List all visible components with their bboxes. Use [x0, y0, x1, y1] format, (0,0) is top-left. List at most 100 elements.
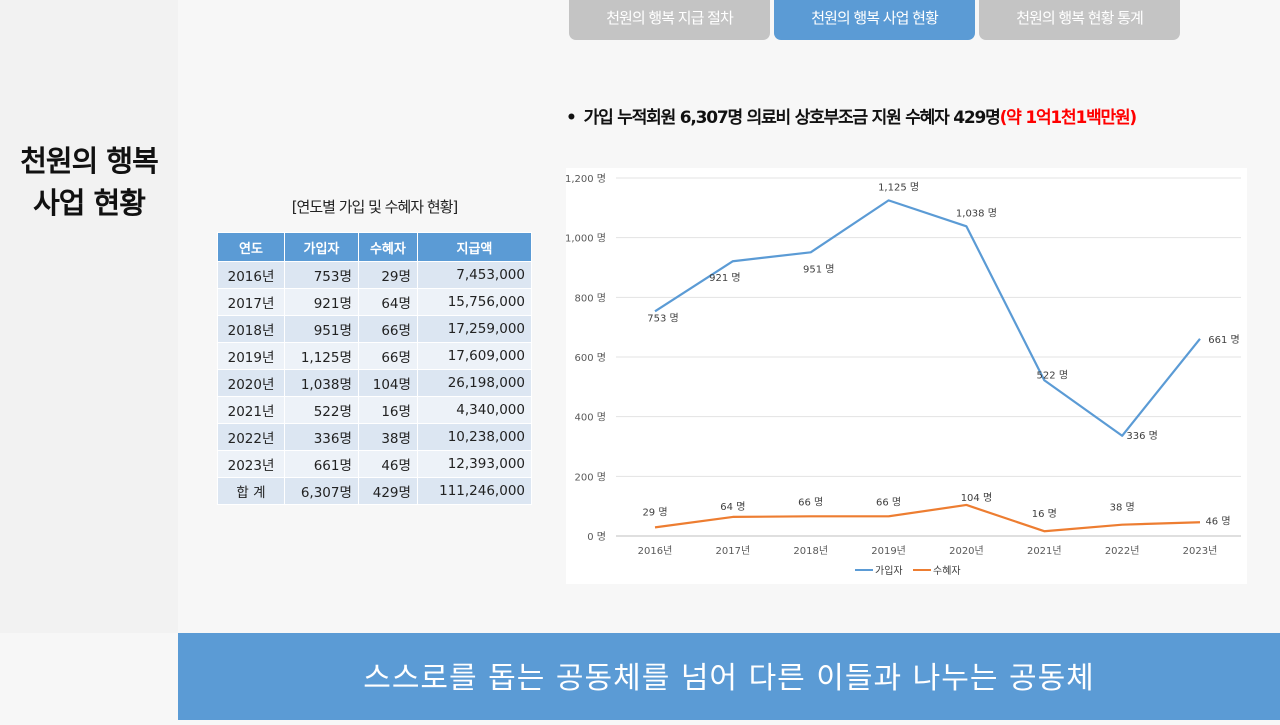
cell-members: 753명 [284, 261, 359, 289]
data-label: 661 명 [1208, 334, 1239, 346]
data-label: 16 명 [1032, 508, 1057, 520]
page-title-line2: 사업 현황 [33, 186, 146, 220]
cell-amount: 26,198,000 [416, 369, 533, 397]
cell-year: 합 계 [217, 477, 285, 505]
table-total-row: 합 계 6,307명 429명 111,246,000 [217, 477, 533, 505]
cell-members: 1,038명 [284, 369, 359, 397]
data-label: 66 명 [876, 496, 901, 508]
sidebar: 천원의 행복 사업 현황 [0, 0, 178, 633]
cell-members: 6,307명 [284, 477, 359, 505]
cell-beneficiaries: 104명 [357, 369, 418, 397]
cell-beneficiaries: 38명 [357, 423, 418, 451]
table-row: 2021년 522명 16명 4,340,000 [217, 396, 533, 424]
legend-label: 수혜자 [933, 565, 961, 577]
table-row: 2018년 951명 66명 17,259,000 [217, 315, 533, 343]
data-label: 64 명 [720, 501, 745, 513]
data-label: 66 명 [798, 496, 823, 508]
cell-beneficiaries: 66명 [357, 342, 418, 370]
column-header-amount: 지급액 [416, 232, 533, 262]
cell-members: 336명 [284, 423, 359, 451]
cell-amount: 111,246,000 [416, 477, 533, 505]
x-tick-label: 2019년 [871, 545, 906, 557]
x-tick-label: 2022년 [1105, 545, 1140, 557]
summary-headline: • 가입 누적회원 6,307명 의료비 상호부조금 지원 수혜자 429명(약 … [566, 103, 1138, 128]
cell-year: 2022년 [217, 423, 285, 451]
y-tick-label: 0 명 [587, 531, 606, 543]
table-row: 2019년 1,125명 66명 17,609,000 [217, 342, 533, 370]
cell-year: 2017년 [217, 288, 285, 316]
table-row: 2017년 921명 64명 15,756,000 [217, 288, 533, 316]
cell-amount: 7,453,000 [416, 261, 533, 289]
page-title-line1: 천원의 행복 [20, 144, 159, 178]
x-tick-label: 2016년 [638, 545, 673, 557]
cell-year: 2019년 [217, 342, 285, 370]
cell-year: 2023년 [217, 450, 285, 478]
table-row: 2020년 1,038명 104명 26,198,000 [217, 369, 533, 397]
series-line-members [654, 199, 1201, 437]
table-row: 2016년 753명 29명 7,453,000 [217, 261, 533, 289]
bullet: • [566, 108, 577, 128]
data-label: 104 명 [961, 492, 992, 504]
data-label: 29 명 [642, 506, 667, 518]
yearly-status-table: 연도 가입자 수혜자 지급액 2016년 753명 29명 7,453,000 2017… [217, 232, 533, 505]
cell-beneficiaries: 29명 [357, 261, 418, 289]
cell-year: 2016년 [217, 261, 285, 289]
table-row: 2023년 661명 46명 12,393,000 [217, 450, 533, 478]
cell-members: 951명 [284, 315, 359, 343]
column-header-beneficiaries: 수혜자 [357, 232, 418, 262]
cell-year: 2020년 [217, 369, 285, 397]
cell-amount: 17,259,000 [416, 315, 533, 343]
table-caption: [연도별 가입 및 수혜자 현황] [291, 198, 459, 216]
cell-beneficiaries: 429명 [357, 477, 418, 505]
data-label: 1,038 명 [956, 207, 997, 219]
data-label: 336 명 [1126, 430, 1157, 442]
cell-amount: 12,393,000 [416, 450, 533, 478]
cell-members: 921명 [284, 288, 359, 316]
footer-slogan: 스스로를 돕는 공동체를 넘어 다른 이들과 나누는 공동체 [363, 661, 1095, 696]
cell-beneficiaries: 66명 [357, 315, 418, 343]
tab-status-statistics[interactable]: 천원의 행복 현황 통계 [979, 0, 1180, 40]
cell-beneficiaries: 64명 [357, 288, 418, 316]
cell-amount: 10,238,000 [416, 423, 533, 451]
cell-year: 2018년 [217, 315, 285, 343]
table-row: 2022년 336명 38명 10,238,000 [217, 423, 533, 451]
column-header-members: 가입자 [284, 232, 359, 262]
data-label: 46 명 [1205, 515, 1230, 527]
tab-business-status[interactable]: 천원의 행복 사업 현황 [774, 0, 975, 40]
column-header-year: 연도 [217, 232, 285, 262]
cell-members: 1,125명 [284, 342, 359, 370]
y-tick-label: 1,000 명 [566, 233, 606, 245]
cell-year: 2021년 [217, 396, 285, 424]
cell-beneficiaries: 16명 [357, 396, 418, 424]
y-tick-label: 400 명 [575, 412, 606, 424]
data-label: 921 명 [709, 272, 740, 284]
series-line-beneficiaries [654, 503, 1201, 533]
x-tick-label: 2021년 [1027, 545, 1062, 557]
data-label: 1,125 명 [878, 181, 919, 193]
cell-amount: 15,756,000 [416, 288, 533, 316]
cell-members: 661명 [284, 450, 359, 478]
y-tick-label: 200 명 [575, 471, 606, 483]
cell-members: 522명 [284, 396, 359, 424]
y-tick-label: 600 명 [575, 352, 606, 364]
y-tick-label: 1,200 명 [566, 173, 606, 185]
cell-amount: 4,340,000 [416, 396, 533, 424]
x-tick-label: 2020년 [949, 545, 984, 557]
summary-text: 가입 누적회원 6,307명 의료비 상호부조금 지원 수혜자 429명 [583, 108, 1001, 128]
data-label: 522 명 [1037, 369, 1068, 381]
y-tick-label: 800 명 [575, 292, 606, 304]
page-title: 천원의 행복 사업 현황 [0, 140, 178, 224]
tab-payment-procedure[interactable]: 천원의 행복 지급 절차 [569, 0, 770, 40]
legend-label: 가입자 [875, 564, 903, 577]
chart-svg: 0 명 200 명 400 명 600 명 800 명 1,000 명 1,200 명 201… [566, 173, 1241, 577]
line-chart: 0 명 200 명 400 명 600 명 800 명 1,000 명 1,200 명 201… [566, 168, 1247, 584]
footer-banner: 스스로를 돕는 공동체를 넘어 다른 이들과 나누는 공동체 [178, 633, 1280, 720]
data-label: 38 명 [1110, 502, 1135, 514]
x-tick-label: 2017년 [716, 545, 751, 557]
summary-highlight: (약 1억1천1백만원) [999, 108, 1138, 128]
table-header-row: 연도 가입자 수혜자 지급액 [217, 232, 533, 262]
cell-amount: 17,609,000 [416, 342, 533, 370]
data-label: 753 명 [647, 312, 678, 324]
cell-beneficiaries: 46명 [357, 450, 418, 478]
data-label: 951 명 [803, 263, 834, 275]
